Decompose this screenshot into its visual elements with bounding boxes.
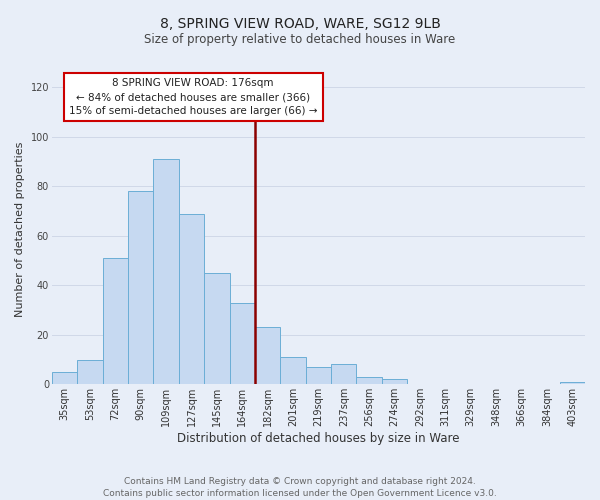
Bar <box>306 367 331 384</box>
Bar <box>560 382 585 384</box>
Bar <box>103 258 128 384</box>
Text: 8 SPRING VIEW ROAD: 176sqm
← 84% of detached houses are smaller (366)
15% of sem: 8 SPRING VIEW ROAD: 176sqm ← 84% of deta… <box>69 78 317 116</box>
X-axis label: Distribution of detached houses by size in Ware: Distribution of detached houses by size … <box>177 432 460 445</box>
Bar <box>128 192 154 384</box>
Bar <box>255 328 280 384</box>
Bar <box>179 214 204 384</box>
Text: 8, SPRING VIEW ROAD, WARE, SG12 9LB: 8, SPRING VIEW ROAD, WARE, SG12 9LB <box>160 18 440 32</box>
Bar <box>331 364 356 384</box>
Y-axis label: Number of detached properties: Number of detached properties <box>15 142 25 318</box>
Bar <box>204 273 230 384</box>
Text: Size of property relative to detached houses in Ware: Size of property relative to detached ho… <box>145 32 455 46</box>
Bar <box>356 377 382 384</box>
Bar <box>280 357 306 384</box>
Bar <box>52 372 77 384</box>
Bar <box>154 159 179 384</box>
Bar <box>382 380 407 384</box>
Text: Contains HM Land Registry data © Crown copyright and database right 2024.
Contai: Contains HM Land Registry data © Crown c… <box>103 476 497 498</box>
Bar <box>230 302 255 384</box>
Bar <box>77 360 103 384</box>
